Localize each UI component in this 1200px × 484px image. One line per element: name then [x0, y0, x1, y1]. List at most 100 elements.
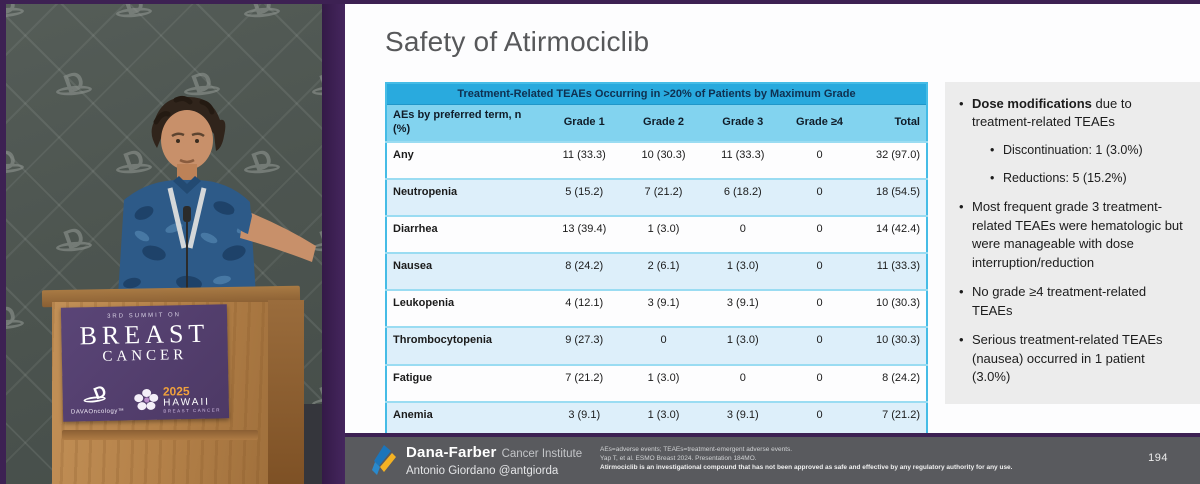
cell: 5 (15.2)	[544, 177, 624, 216]
cell: 0	[782, 177, 857, 216]
cell-total: 14 (42.4)	[856, 214, 927, 254]
table-title: Treatment-Related TEAEs Occurring in >20…	[386, 83, 927, 105]
cell: 0	[782, 140, 857, 179]
podium-bevel	[62, 430, 258, 440]
col-header-grade4: Grade ≥4	[782, 104, 857, 142]
ae-name: Diarrhea	[386, 214, 545, 254]
teae-table: Treatment-Related TEAEs Occurring in >20…	[385, 82, 928, 440]
ae-name: Fatigue	[386, 363, 545, 402]
cell: 13 (39.4)	[544, 214, 624, 254]
table-row: Nausea 8 (24.2) 2 (6.1) 1 (3.0) 0 11 (33…	[386, 252, 927, 291]
col-header-grade3: Grade 3	[703, 104, 783, 142]
org-suffix: Cancer Institute	[501, 448, 583, 460]
cell-total: 8 (24.2)	[856, 363, 927, 402]
cell-total: 10 (30.3)	[856, 289, 927, 328]
cell-total: 11 (33.3)	[856, 252, 927, 291]
cell: 1 (3.0)	[623, 400, 704, 439]
speaker-figure	[118, 95, 316, 296]
ae-name: Nausea	[386, 252, 545, 291]
cell: 7 (21.2)	[544, 363, 624, 402]
purple-divider-bar	[322, 0, 345, 484]
bullet-grade3: Most frequent grade 3 treatment-related …	[959, 198, 1184, 272]
cell: 3 (9.1)	[703, 289, 783, 328]
footnotes: AEs=adverse events; TEAEs=treatment-emer…	[600, 445, 1070, 472]
footnote-citation: Yap T, et al. ESMO Breast 2024. Presenta…	[600, 455, 757, 462]
cell: 11 (33.3)	[544, 140, 624, 179]
ae-name: Any	[386, 140, 545, 179]
org-name: Dana-Farber	[406, 444, 497, 461]
table-row: Thrombocytopenia 9 (27.3) 0 1 (3.0) 0 10…	[386, 326, 927, 365]
bullet-bold-text: Dose modifications	[972, 96, 1092, 111]
purple-top-strip	[0, 0, 1200, 4]
cell: 0	[703, 214, 783, 254]
cell: 3 (9.1)	[703, 400, 783, 439]
ae-name: Neutropenia	[386, 177, 545, 216]
dava-oncology-wordmark: DAVAOncology™	[70, 408, 125, 416]
cell-total: 10 (30.3)	[856, 326, 927, 365]
dava-logo-pattern-icon: D	[115, 0, 162, 28]
cell: 0	[703, 363, 783, 402]
col-header-ae: AEs by preferred term, n (%)	[386, 104, 545, 142]
cell: 1 (3.0)	[703, 252, 783, 291]
cell: 1 (3.0)	[623, 363, 704, 402]
footer-accent-line	[345, 433, 1200, 437]
cell: 0	[782, 326, 857, 365]
cell-total: 7 (21.2)	[856, 400, 927, 439]
cell: 9 (27.3)	[544, 326, 624, 365]
cell: 0	[782, 252, 857, 291]
cell: 1 (3.0)	[623, 214, 704, 254]
key-points-panel: Dose modifications due to treatment-rela…	[945, 82, 1200, 404]
cell-total: 32 (97.0)	[856, 140, 927, 179]
table-row: Neutropenia 5 (15.2) 7 (21.2) 6 (18.2) 0…	[386, 177, 927, 216]
ae-name: Leukopenia	[386, 289, 545, 328]
sign-title-breast: BREAST	[79, 318, 210, 351]
col-header-total: Total	[856, 104, 927, 142]
podium-sign: 3RD SUMMIT ON BREAST CANCER D DAVAOncolo…	[60, 304, 230, 422]
cell: 0	[623, 326, 704, 365]
presentation-slide: Safety of Atirmociclib Treatment-Related…	[345, 0, 1200, 440]
footnote-abbreviations: AEs=adverse events; TEAEs=treatment-emer…	[600, 446, 793, 453]
cell: 3 (9.1)	[623, 289, 704, 328]
col-header-grade1: Grade 1	[544, 104, 624, 142]
footnote-disclaimer: Atirmociclib is an investigational compo…	[600, 464, 1013, 471]
presenter-handle: Antonio Giordano @antgiorda	[406, 465, 559, 477]
ae-name: Thrombocytopenia	[386, 326, 545, 365]
cell: 6 (18.2)	[703, 177, 783, 216]
cell: 7 (21.2)	[623, 177, 704, 216]
bullet-rest-text: due to treatment-related TEAEs	[972, 96, 1132, 130]
cell: 10 (30.3)	[623, 140, 704, 179]
cell: 1 (3.0)	[703, 326, 783, 365]
bullet-serious: Serious treatment-related TEAEs (nausea)…	[959, 331, 1184, 386]
podium-side	[268, 300, 304, 484]
slide-title: Safety of Atirmociclib	[385, 26, 650, 57]
purple-left-strip	[0, 0, 6, 484]
cell: 0	[782, 289, 857, 328]
hibiscus-flower-icon	[134, 388, 159, 411]
sub-bullet-reductions: Reductions: 5 (15.2%)	[990, 170, 1184, 188]
bullet-dose-modifications: Dose modifications due to treatment-rela…	[959, 95, 1184, 187]
sign-location-sub: BREAST CANCER	[163, 407, 222, 414]
cell-total: 18 (54.5)	[856, 177, 927, 216]
cell: 0	[782, 214, 857, 254]
dava-oncology-logo-icon: D	[82, 381, 112, 410]
ae-name: Anemia	[386, 400, 545, 439]
cell: 8 (24.2)	[544, 252, 624, 291]
col-header-grade2: Grade 2	[623, 104, 704, 142]
cell: 4 (12.1)	[544, 289, 624, 328]
sub-bullet-discontinuation: Discontinuation: 1 (3.0%)	[990, 142, 1184, 160]
table-row: Any 11 (33.3) 10 (30.3) 11 (33.3) 0 32 (…	[386, 140, 927, 179]
table-row: Anemia 3 (9.1) 1 (3.0) 3 (9.1) 0 7 (21.2…	[386, 400, 927, 439]
teae-table-container: Treatment-Related TEAEs Occurring in >20…	[385, 82, 928, 440]
cell: 3 (9.1)	[544, 400, 624, 439]
cell: 0	[782, 363, 857, 402]
slide-footer: Dana-Farber Cancer Institute Antonio Gior…	[345, 437, 1200, 484]
bullet-list: Dose modifications due to treatment-rela…	[959, 95, 1184, 386]
cell: 2 (6.1)	[623, 252, 704, 291]
bullet-no-grade4: No grade ≥4 treatment-related TEAEs	[959, 283, 1184, 320]
dava-logo-pattern-icon: D	[243, 0, 290, 28]
dana-farber-logo-icon	[372, 445, 396, 475]
slide-page-number: 194	[1148, 452, 1168, 464]
table-row: Fatigue 7 (21.2) 1 (3.0) 0 0 8 (24.2)	[386, 363, 927, 402]
cell: 11 (33.3)	[703, 140, 783, 179]
